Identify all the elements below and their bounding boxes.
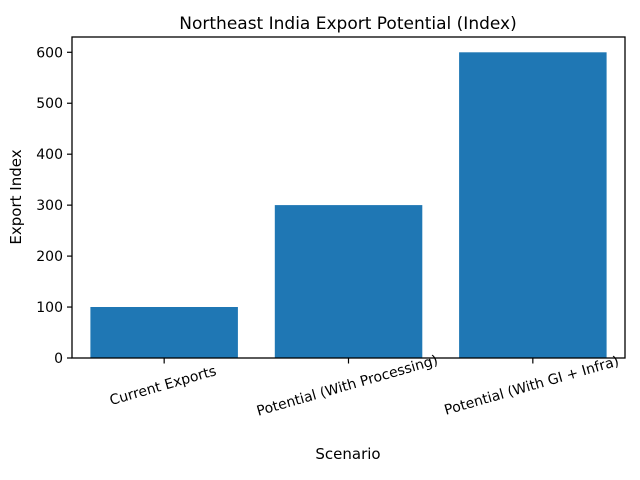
x-tick-label: Potential (With Processing) bbox=[255, 353, 440, 420]
bar bbox=[90, 307, 238, 358]
y-tick-label: 500 bbox=[36, 96, 63, 112]
plot-area: 0 100 200 300 400 500 600 Current Exports Potent… bbox=[36, 36, 626, 420]
y-tick-label: 200 bbox=[36, 249, 63, 265]
bar bbox=[274, 205, 423, 358]
y-tick-label: 100 bbox=[36, 300, 63, 316]
chart-title: Northeast India Export Potential (Index) bbox=[179, 14, 516, 34]
x-axis-label: Scenario bbox=[315, 445, 380, 463]
y-axis-label: Export Index bbox=[7, 149, 25, 244]
y-tick-label: 0 bbox=[54, 351, 63, 367]
plot-border bbox=[71, 36, 626, 359]
y-tick-label: 300 bbox=[36, 198, 63, 214]
x-tick-label: Current Exports bbox=[108, 363, 218, 409]
bar bbox=[459, 52, 607, 359]
x-tick-label: Potential (With GI + Infra) bbox=[443, 354, 621, 419]
y-tick-label: 600 bbox=[36, 45, 63, 61]
y-tick-label: 400 bbox=[36, 147, 63, 163]
